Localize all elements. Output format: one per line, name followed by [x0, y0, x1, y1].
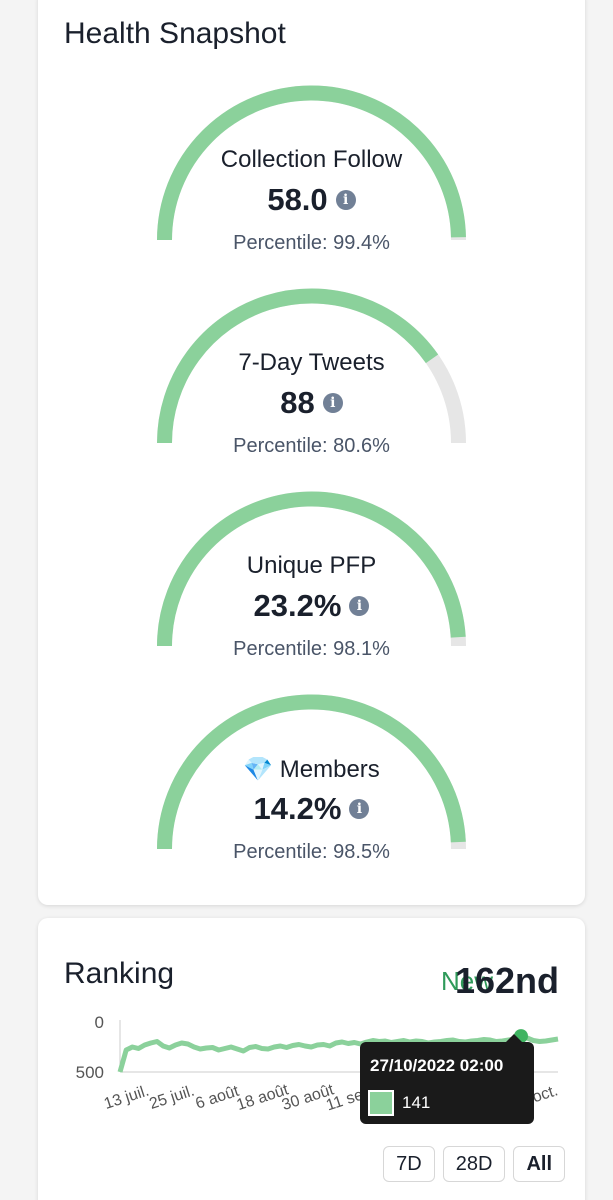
- gauge-arc: [157, 694, 466, 850]
- tooltip-date: 27/10/2022 02:00: [370, 1056, 504, 1075]
- gauge-fill: [157, 85, 466, 241]
- tooltip-swatch: [368, 1090, 394, 1116]
- info-icon[interactable]: i: [322, 393, 343, 413]
- gauge-percentile: Percentile: 99.4%: [233, 232, 390, 254]
- gauge-value: 23.2%: [253, 588, 342, 623]
- info-icon[interactable]: i: [335, 190, 356, 210]
- gauge-value: 14.2%: [253, 791, 342, 826]
- gauge-label: 7-Day Tweets: [238, 349, 385, 376]
- gauge-label: 💎 Members: [38, 755, 585, 784]
- range-28d-button[interactable]: 28D: [442, 1146, 506, 1182]
- gauge-value: 88: [280, 385, 315, 420]
- y-tick-label: 500: [76, 1063, 104, 1082]
- gauge-label: Unique PFP: [246, 552, 377, 579]
- x-tick-label: 25 juil.: [147, 1082, 196, 1112]
- ranking-card: Ranking New 162nd 0 500 13 juil. 25 juil. 6 …: [38, 918, 585, 1200]
- ranking-line: [117, 1033, 559, 1073]
- gauge-label-text: Members: [279, 756, 380, 783]
- gauge-fill: [157, 491, 466, 647]
- range-selector: 7D 28D All: [383, 1146, 565, 1182]
- rank-status: New: [440, 966, 493, 996]
- gauge-members: 💎 Members 14.2% i Percentile: 98.5%: [38, 681, 585, 881]
- gauge-arc: [157, 491, 466, 647]
- gauge-7day-tweets: 7-Day Tweets 88 i Percentile: 80.6%: [38, 275, 585, 475]
- gauge-percentile: Percentile: 80.6%: [233, 435, 390, 457]
- diamond-icon: 💎: [243, 756, 274, 783]
- range-all-button[interactable]: All: [513, 1146, 565, 1182]
- health-snapshot-title: Health Snapshot: [64, 17, 286, 50]
- gauge-fill: [157, 694, 466, 850]
- x-tick-label: 13 juil.: [102, 1082, 151, 1112]
- gauge-arc: [157, 85, 466, 241]
- rank-position: 162nd: [454, 960, 559, 1001]
- range-7d-button[interactable]: 7D: [383, 1146, 435, 1182]
- gauge-label: Collection Follow: [220, 146, 403, 173]
- gauge-collection-follow: Collection Follow 58.0 i Percentile: 99.…: [38, 72, 585, 272]
- info-icon[interactable]: i: [349, 596, 370, 616]
- gauge-unique-pfp: Unique PFP 23.2% i Percentile: 98.1%: [38, 478, 585, 678]
- health-snapshot-card: Health Snapshot Collection Follow 58.0 i…: [38, 0, 585, 905]
- info-icon[interactable]: i: [349, 799, 370, 819]
- gauge-fill: [157, 288, 439, 444]
- gauge-arc: [157, 288, 466, 444]
- y-tick-label: 0: [95, 1013, 104, 1032]
- gauge-percentile: Percentile: 98.1%: [233, 638, 390, 660]
- gauge-percentile: Percentile: 98.5%: [233, 841, 390, 863]
- chart-tooltip: 27/10/2022 02:00 141: [360, 1034, 534, 1124]
- ranking-title: Ranking: [64, 957, 175, 990]
- gauge-value: 58.0: [267, 182, 328, 217]
- tooltip-value: 141: [402, 1093, 431, 1112]
